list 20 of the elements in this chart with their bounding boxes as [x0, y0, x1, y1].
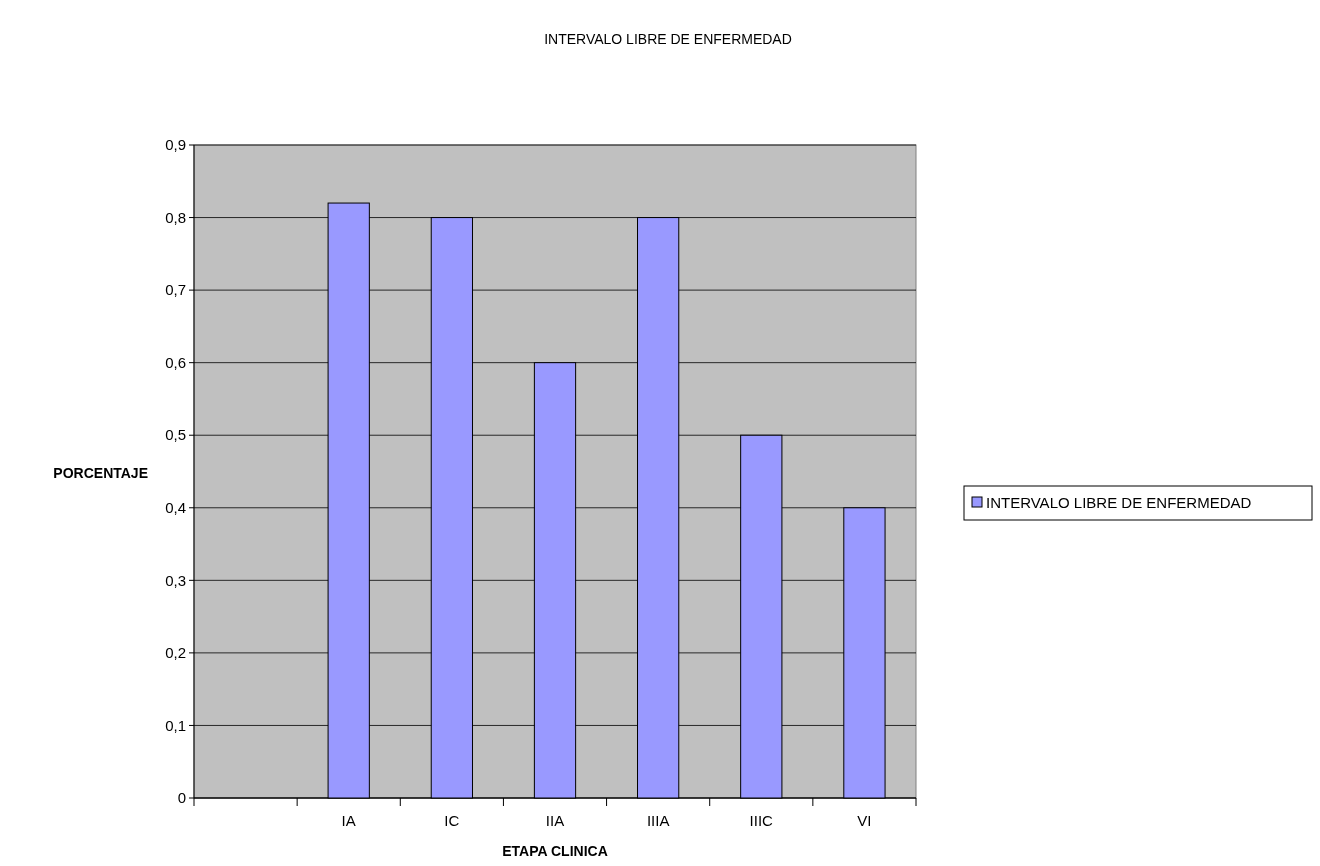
- x-tick-label: IIA: [545, 812, 565, 829]
- x-tick-label: IIIA: [646, 812, 670, 829]
- y-tick-label: 0,6: [165, 353, 186, 371]
- y-axis-title: PORCENTAJE: [53, 465, 148, 481]
- x-tick-label: IC: [444, 812, 460, 829]
- x-tick-label: IA: [341, 812, 356, 829]
- y-tick-label: 0,2: [165, 644, 186, 662]
- y-tick-label: 0,3: [165, 571, 186, 589]
- y-tick-label: 0,9: [165, 136, 186, 154]
- x-tick-label: IIIC: [749, 812, 774, 829]
- x-tick-label: VI: [857, 812, 872, 829]
- chart-title: INTERVALO LIBRE DE ENFERMEDAD: [544, 31, 792, 47]
- y-tick-label: 0,4: [165, 499, 186, 517]
- y-tick-label: 0,1: [165, 716, 186, 734]
- legend-label: INTERVALO LIBRE DE ENFERMEDAD: [986, 494, 1252, 511]
- y-tick-label: 0: [177, 789, 186, 807]
- y-tick-label: 0,5: [165, 426, 186, 444]
- y-tick-label: 0,7: [165, 281, 186, 299]
- x-axis-title: ETAPA CLINICA: [502, 843, 608, 859]
- y-tick-label: 0,8: [165, 208, 186, 226]
